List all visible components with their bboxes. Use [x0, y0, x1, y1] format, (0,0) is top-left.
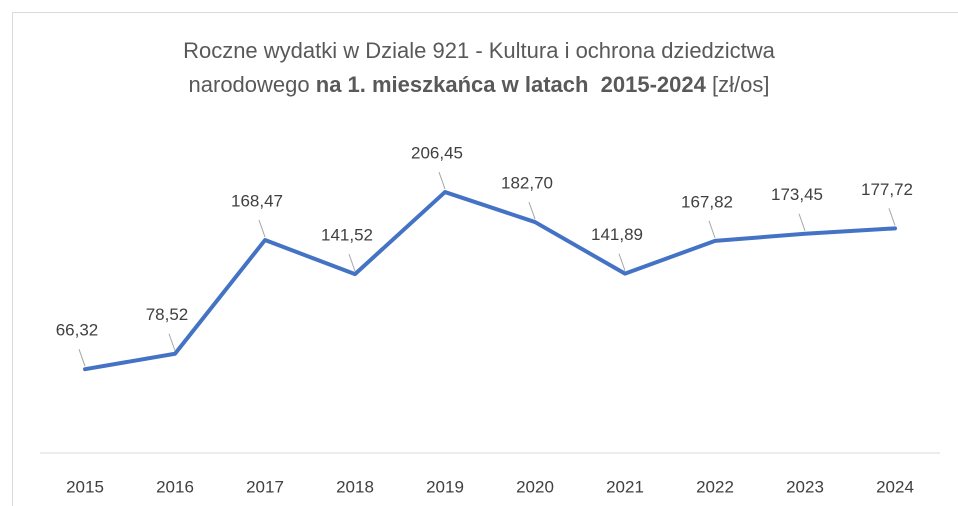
title-text: [zł/os]	[712, 72, 770, 97]
x-tick-label: 2018	[336, 477, 374, 496]
leader-line	[798, 213, 806, 231]
x-tick-label: 2024	[876, 477, 914, 496]
leader-line	[618, 253, 626, 271]
chart-border	[12, 12, 958, 506]
x-tick-label: 2016	[156, 477, 194, 496]
data-label: 206,45	[411, 144, 463, 163]
leader-line	[348, 253, 356, 272]
title-line: narodowego na 1. mieszkańca w latach 201…	[0, 68, 958, 102]
title-text: Roczne wydatki w Dziale 921 - Kultura i …	[183, 38, 775, 63]
data-label: 66,32	[56, 321, 99, 340]
data-label: 182,70	[501, 174, 553, 193]
x-tick-label: 2022	[696, 477, 734, 496]
x-tick-label: 2023	[786, 477, 824, 496]
leader-line	[78, 349, 86, 367]
data-label: 177,72	[861, 180, 913, 199]
leader-line	[708, 220, 716, 239]
x-tick-label: 2015	[66, 477, 104, 496]
x-tick-label: 2017	[246, 477, 284, 496]
data-label: 167,82	[681, 192, 733, 211]
data-label: 141,52	[321, 226, 373, 245]
leader-line	[168, 333, 176, 351]
data-label: 78,52	[146, 305, 189, 324]
leader-line	[888, 208, 896, 226]
x-tick-label: 2019	[426, 477, 464, 496]
leader-line	[258, 219, 266, 238]
title-text: narodowego	[188, 72, 310, 97]
data-label: 173,45	[771, 185, 823, 204]
chart-title: Roczne wydatki w Dziale 921 - Kultura i …	[0, 34, 958, 102]
leader-line	[528, 201, 536, 220]
data-label: 141,89	[591, 225, 643, 244]
title-bold: na 1. mieszkańca w latach 2015-2024	[315, 72, 706, 97]
leader-line	[438, 171, 446, 190]
x-tick-label: 2020	[516, 477, 554, 496]
title-line: Roczne wydatki w Dziale 921 - Kultura i …	[0, 34, 958, 68]
data-line	[83, 190, 897, 372]
data-label: 168,47	[231, 192, 283, 211]
x-tick-label: 2021	[606, 477, 644, 496]
